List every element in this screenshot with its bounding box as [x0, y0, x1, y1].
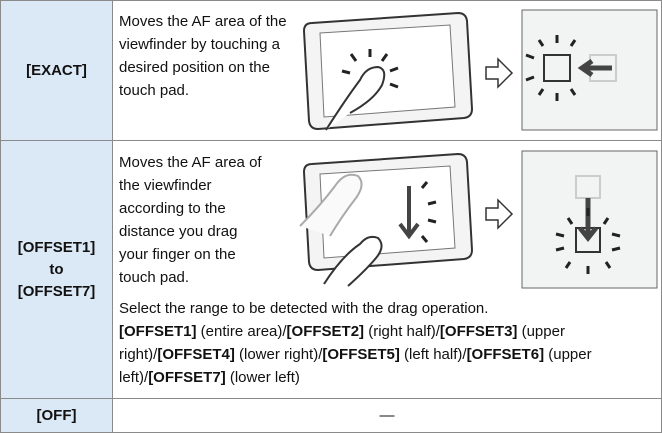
option-name: [OFFSET7] [148, 369, 226, 386]
range-text: (left half)/ [399, 346, 467, 363]
description: — [379, 407, 395, 424]
description: Moves the AF area of the viewfinder by t… [119, 13, 287, 99]
range-text: (right half)/ [364, 323, 440, 340]
option-label: [EXACT] [26, 61, 87, 79]
option-name: [OFFSET1] [119, 323, 197, 340]
range-text: (lower right)/ [234, 346, 323, 363]
option-name: [OFFSET5] [322, 346, 400, 363]
range-list: [OFFSET1] (entire area)/[OFFSET2] (right… [119, 320, 659, 389]
note: Select the range to be detected with the… [119, 300, 489, 317]
option-name: [OFFSET2] [286, 323, 365, 340]
exact-illustration [302, 9, 658, 131]
row-header: [EXACT] [0, 0, 113, 141]
range-text: (upper right)/ [119, 323, 565, 363]
option-label-line: [OFFSET7] [17, 282, 96, 300]
row-header: [OFFSET1] to [OFFSET7] [0, 140, 113, 399]
option-name: [OFFSET6] [466, 346, 545, 363]
description: Moves the AF area of the viewfinder acco… [119, 154, 262, 286]
option-label: [OFF] [36, 406, 77, 424]
row-cell: — [112, 398, 662, 433]
range-text: (lower left) [225, 369, 300, 386]
option-name: [OFFSET3] [439, 323, 518, 340]
option-label-line: to [49, 260, 64, 278]
option-label: [OFFSET1] to [OFFSET7] [18, 237, 96, 303]
option-label-line: [OFFSET1] [17, 238, 96, 256]
option-name: [OFFSET4] [157, 346, 235, 363]
range-text: (upper left)/ [119, 346, 592, 386]
range-text: (entire area)/ [196, 323, 287, 340]
offset-illustration [299, 150, 658, 289]
row-header: [OFF] [0, 398, 113, 433]
